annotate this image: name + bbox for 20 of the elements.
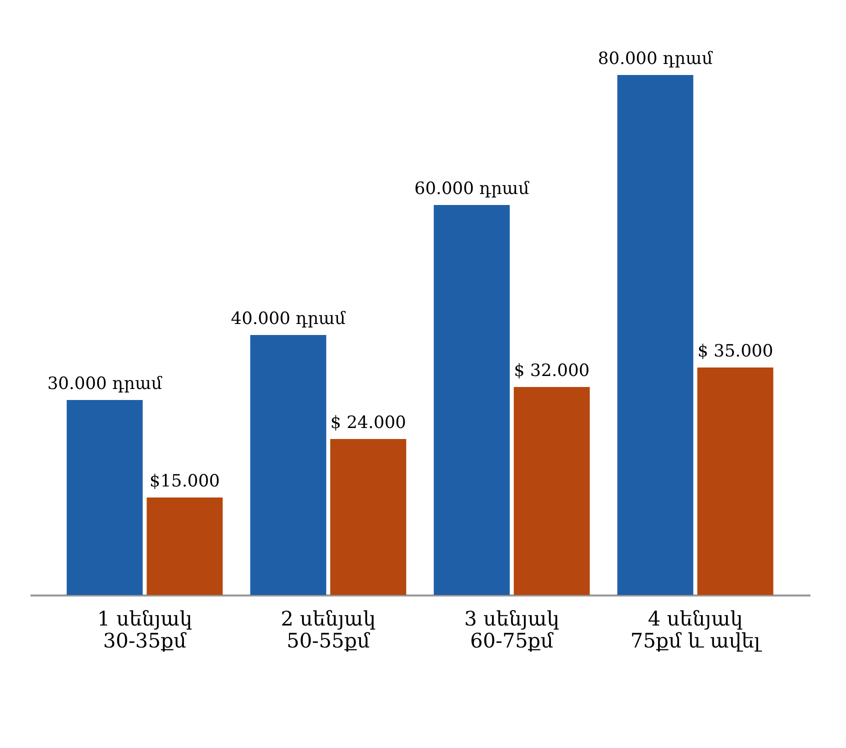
data-label: 80.000 դրամ [598,49,714,69]
x-tick-label: 4 սենյակ 75քմ և ավել [630,606,762,652]
x-tick-label: 1 սենյակ 30-35քմ [97,606,192,652]
data-label: 40.000 դրամ [230,309,347,329]
bar [434,205,510,595]
bar [617,75,694,595]
data-label: 30.000 դրամ [47,374,164,394]
bar [330,439,406,595]
data-label: $ 24.000 [330,413,406,433]
bar [697,368,774,595]
data-label: 60.000 դրամ [414,179,530,199]
data-label: $ 35.000 [697,342,774,362]
bar [514,387,590,595]
bar [66,400,143,595]
bar [250,335,326,595]
data-label: $ 32.000 [514,361,590,381]
x-tick-label: 2 սենյակ 50-55քմ [280,606,376,652]
x-tick-label: 3 սենյակ 60-75քմ [464,606,560,652]
data-label: $15.000 [150,472,220,492]
bar [146,498,223,595]
